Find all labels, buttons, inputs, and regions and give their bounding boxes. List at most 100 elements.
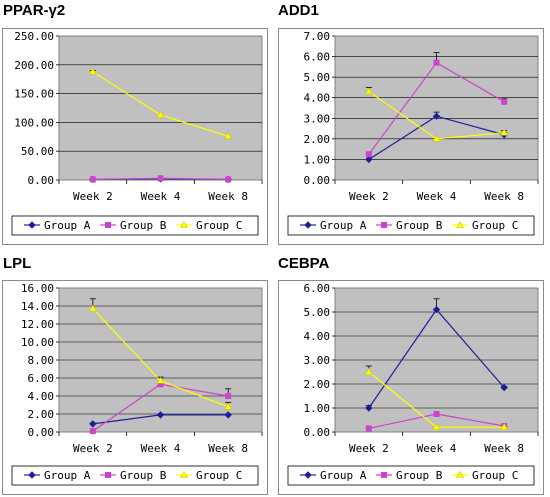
chart-cebpa: 0.00 1.00 2.00 3.00 4.00 5.00 6.00 Week 2 Week 4… bbox=[278, 280, 544, 495]
data-point bbox=[89, 176, 96, 183]
legend-marker bbox=[105, 472, 111, 478]
x-tick-label: Week 4 bbox=[417, 442, 457, 455]
data-point bbox=[432, 305, 441, 314]
y-tick-label: 16.00 bbox=[21, 282, 54, 295]
series-group-c bbox=[364, 365, 509, 430]
legend-label: Group C bbox=[196, 219, 242, 232]
legend-marker bbox=[179, 470, 189, 478]
legend-label: Group A bbox=[44, 219, 91, 232]
data-point bbox=[432, 112, 441, 120]
legend-marker bbox=[179, 220, 189, 228]
data-point bbox=[156, 411, 165, 419]
y-tick-label: 50.00 bbox=[21, 145, 54, 158]
y-tick-label: 0.00 bbox=[304, 174, 331, 187]
legend-label: Group C bbox=[472, 469, 518, 482]
data-point bbox=[432, 423, 441, 430]
data-point bbox=[225, 393, 232, 399]
x-tick-label: Week 2 bbox=[73, 442, 113, 455]
y-tick-label: 4.00 bbox=[304, 92, 331, 105]
y-tick-label: 10.00 bbox=[21, 336, 54, 349]
chart-title-lpl: LPL bbox=[3, 255, 32, 272]
y-tick-label: 14.00 bbox=[21, 300, 54, 313]
data-point bbox=[89, 420, 97, 428]
y-tick-label: 0.00 bbox=[28, 174, 55, 187]
data-point bbox=[365, 151, 372, 158]
data-point bbox=[433, 411, 440, 417]
series-group-c bbox=[364, 87, 509, 142]
y-tick-label: 200.00 bbox=[14, 59, 54, 72]
y-tick-label: 3.00 bbox=[304, 354, 331, 367]
y-tick-label: 6.00 bbox=[28, 372, 55, 385]
data-point bbox=[224, 132, 233, 140]
y-tick-label: 6.00 bbox=[304, 51, 331, 64]
data-point bbox=[364, 87, 373, 95]
series-group-b bbox=[365, 52, 508, 158]
x-tick-label: Week 2 bbox=[349, 442, 389, 455]
data-point bbox=[432, 134, 441, 142]
legend-label: Group A bbox=[320, 469, 367, 482]
legend-marker bbox=[28, 221, 36, 229]
legend-marker bbox=[304, 221, 312, 229]
x-tick-label: Week 8 bbox=[208, 442, 248, 455]
data-point bbox=[224, 411, 232, 419]
data-point bbox=[89, 428, 96, 435]
data-point bbox=[433, 59, 440, 66]
legend-marker bbox=[105, 222, 111, 228]
y-tick-label: 4.00 bbox=[304, 330, 331, 343]
y-tick-label: 5.00 bbox=[304, 306, 331, 319]
series-group-c bbox=[88, 298, 233, 410]
y-tick-label: 7.00 bbox=[304, 30, 331, 43]
series-group-a bbox=[89, 411, 232, 428]
legend-marker bbox=[304, 471, 312, 479]
legend-label: Group C bbox=[196, 469, 242, 482]
legend bbox=[11, 465, 259, 486]
y-tick-label: 2.00 bbox=[28, 408, 55, 421]
y-tick-label: 8.00 bbox=[28, 354, 55, 367]
y-tick-label: 4.00 bbox=[28, 390, 55, 403]
y-tick-label: 5.00 bbox=[304, 71, 331, 84]
legend-marker bbox=[455, 470, 465, 478]
legend-marker bbox=[381, 472, 387, 478]
legend-label: Group B bbox=[396, 469, 443, 482]
legend-marker bbox=[381, 222, 387, 228]
y-tick-label: 12.00 bbox=[21, 318, 54, 331]
y-tick-label: 250.00 bbox=[14, 30, 54, 43]
y-tick-label: 0.00 bbox=[28, 426, 55, 439]
y-tick-label: 6.00 bbox=[304, 282, 331, 295]
data-point bbox=[500, 383, 508, 392]
x-tick-label: Week 2 bbox=[349, 190, 389, 203]
data-point bbox=[500, 128, 509, 136]
y-tick-label: 3.00 bbox=[304, 112, 331, 125]
legend bbox=[287, 465, 535, 486]
legend bbox=[11, 215, 259, 236]
y-tick-label: 2.00 bbox=[304, 378, 331, 391]
data-point bbox=[365, 155, 373, 164]
data-point bbox=[365, 404, 373, 412]
data-point bbox=[224, 402, 233, 410]
legend-marker bbox=[28, 471, 36, 479]
chart-add1: 0.00 1.00 2.00 3.00 4.00 5.00 6.00 7.00 Week 2 We… bbox=[278, 28, 544, 245]
data-point bbox=[88, 67, 97, 75]
legend-label: Group A bbox=[320, 219, 367, 232]
y-tick-label: 1.00 bbox=[304, 153, 331, 166]
data-point bbox=[225, 176, 232, 183]
data-point bbox=[365, 425, 372, 432]
data-point bbox=[500, 423, 509, 430]
data-point bbox=[88, 304, 97, 312]
x-tick-label: Week 8 bbox=[208, 190, 248, 203]
data-point bbox=[156, 376, 165, 384]
legend-label: Group B bbox=[120, 219, 167, 232]
x-tick-label: Week 8 bbox=[484, 190, 524, 203]
legend-marker bbox=[455, 220, 465, 228]
x-tick-label: Week 4 bbox=[417, 190, 457, 203]
legend-label: Group B bbox=[120, 469, 167, 482]
chart-title-add1: ADD1 bbox=[278, 2, 319, 19]
y-tick-label: 2.00 bbox=[304, 133, 331, 146]
legend bbox=[287, 215, 535, 236]
x-tick-label: Week 4 bbox=[141, 190, 181, 203]
legend-label: Group A bbox=[44, 469, 91, 482]
data-point bbox=[157, 175, 164, 182]
legend-label: Group B bbox=[396, 219, 443, 232]
chart-title-ppar: PPAR-γ2 bbox=[3, 2, 66, 19]
series-group-c bbox=[88, 67, 233, 140]
